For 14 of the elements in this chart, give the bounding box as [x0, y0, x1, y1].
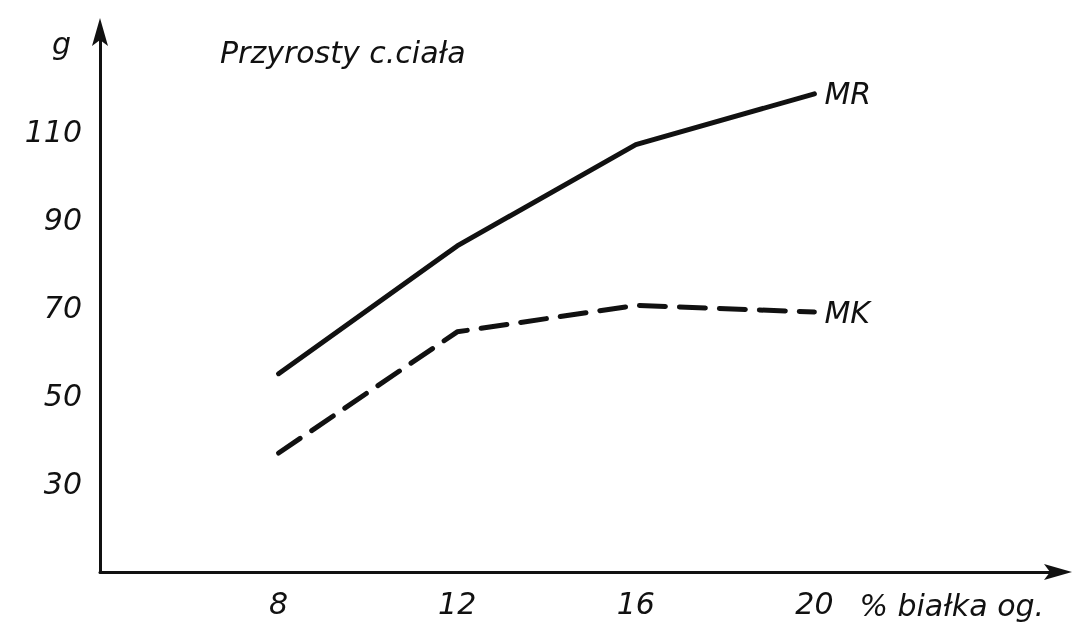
x-tick-label: 12 — [438, 585, 477, 621]
y-tick-label: 50 — [43, 378, 82, 414]
y-tick-label: 30 — [43, 466, 82, 502]
x-tick-label: 20 — [795, 585, 834, 621]
y-tick-label: 110 — [24, 113, 82, 149]
series-label: MR — [824, 76, 872, 112]
chart-title: Przyrosty c.ciała — [220, 34, 466, 70]
series-label: MK — [824, 294, 873, 330]
x-tick-label: 16 — [616, 585, 655, 621]
y-axis-title: g — [52, 25, 72, 61]
y-tick-label: 70 — [43, 290, 82, 326]
x-axis-title: % białka og. — [859, 587, 1045, 623]
x-tick-label: 8 — [269, 585, 289, 621]
y-tick-label: 90 — [43, 201, 82, 237]
